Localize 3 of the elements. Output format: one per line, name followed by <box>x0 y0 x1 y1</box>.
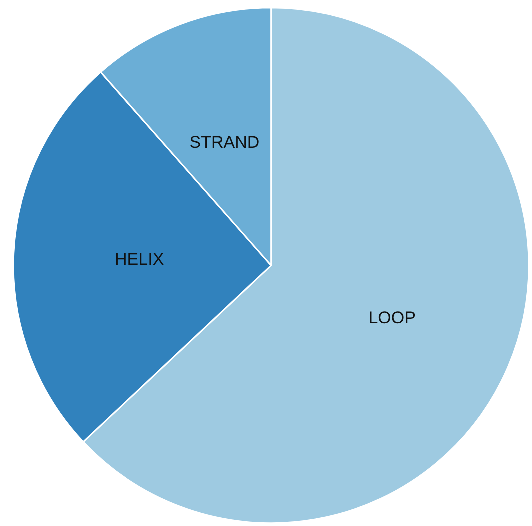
slice-label: HELIX <box>115 250 164 269</box>
slice-label: LOOP <box>368 308 416 328</box>
slice-label: STRAND <box>190 132 260 152</box>
